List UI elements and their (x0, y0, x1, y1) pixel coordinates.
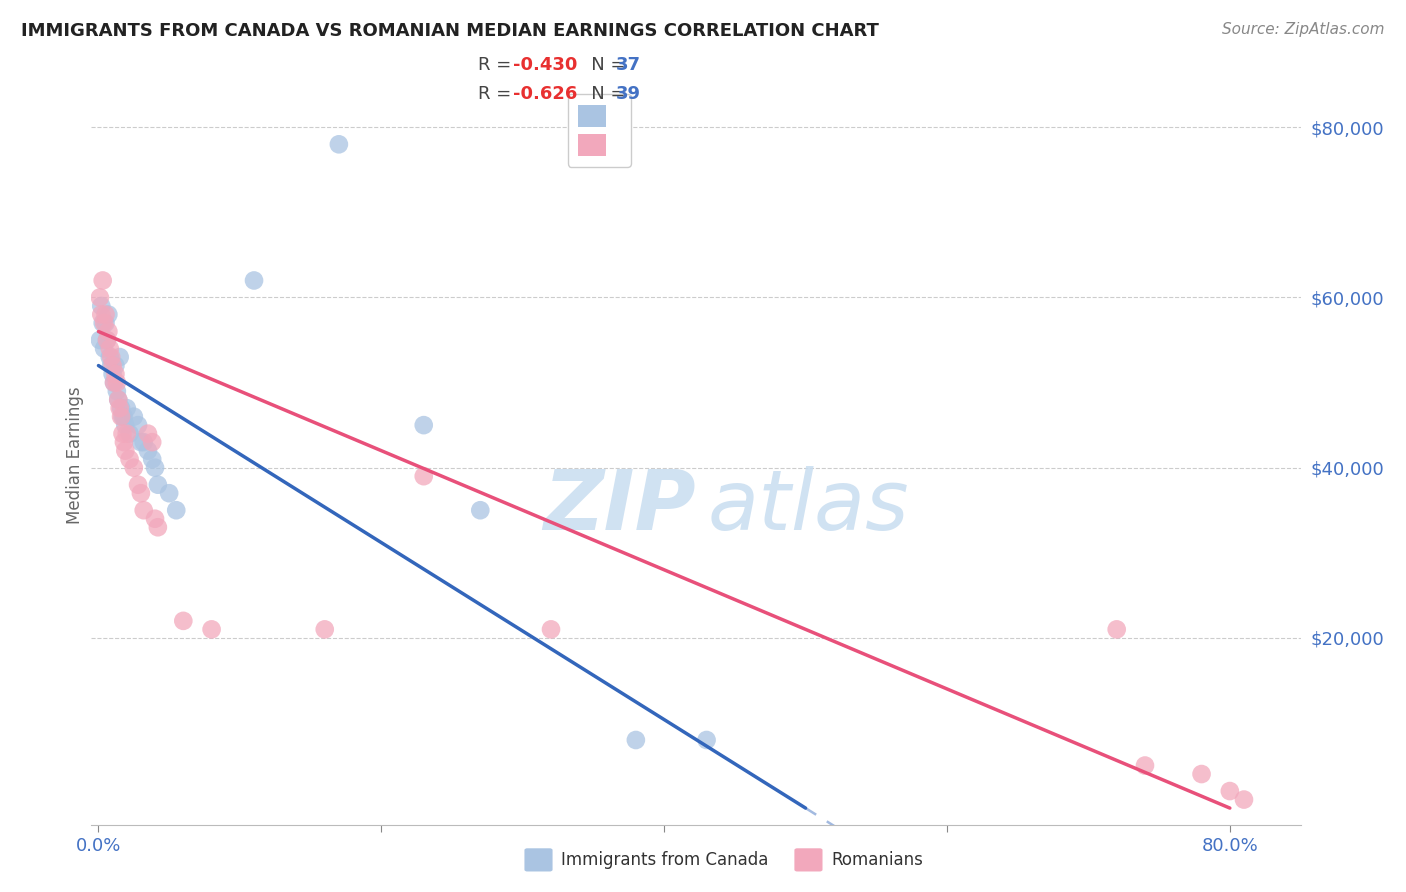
Point (172, 614, 194, 628)
Point (112, 435, 135, 450)
Text: IMMIGRANTS FROM CANADA VS ROMANIAN MEDIAN EARNINGS CORRELATION CHART: IMMIGRANTS FROM CANADA VS ROMANIAN MEDIA… (21, 22, 879, 40)
Point (90, 299, 112, 313)
Point (165, 503, 187, 517)
Point (108, 401, 131, 416)
Point (127, 418, 149, 433)
Point (111, 409, 134, 424)
Point (1219, 784, 1241, 798)
Point (90, 308, 112, 322)
Point (157, 486, 180, 500)
Point (98, 342, 121, 356)
Point (200, 623, 222, 637)
Point (412, 418, 434, 433)
Text: Immigrants from Canada: Immigrants from Canada (561, 851, 768, 869)
Point (101, 367, 124, 381)
Point (105, 376, 128, 390)
Point (96, 333, 118, 347)
Text: R =: R = (478, 85, 517, 103)
Text: -0.430: -0.430 (513, 56, 578, 74)
Text: 37: 37 (616, 56, 641, 74)
Point (132, 435, 155, 450)
Point (136, 426, 159, 441)
Point (141, 435, 163, 450)
Text: Romanians: Romanians (831, 851, 922, 869)
Text: 39: 39 (616, 85, 641, 103)
Point (89, 291, 111, 305)
Point (1233, 792, 1256, 806)
Point (114, 443, 136, 458)
Point (111, 426, 134, 441)
Point (91, 316, 114, 330)
Point (93, 342, 115, 356)
Point (104, 367, 127, 381)
Point (141, 452, 163, 467)
Text: N =: N = (574, 85, 631, 103)
Point (115, 426, 138, 441)
Point (118, 426, 141, 441)
Point (129, 486, 152, 500)
Point (412, 469, 434, 483)
Point (143, 512, 166, 526)
Point (118, 452, 141, 467)
Point (107, 392, 129, 407)
Point (100, 359, 122, 373)
Point (93, 316, 115, 330)
Point (112, 409, 135, 424)
Point (98, 350, 121, 364)
Point (94, 308, 117, 322)
Point (104, 359, 127, 373)
Point (91, 273, 114, 287)
Y-axis label: Median Earnings: Median Earnings (66, 386, 84, 524)
Point (470, 503, 492, 517)
Point (146, 520, 169, 534)
Text: R =: R = (478, 56, 517, 74)
Text: N =: N = (574, 56, 631, 74)
Point (97, 308, 120, 322)
Point (243, 273, 266, 287)
Point (105, 384, 128, 398)
Point (108, 350, 131, 364)
Point (122, 460, 145, 475)
Point (103, 376, 125, 390)
Point (624, 733, 647, 747)
Point (314, 623, 336, 637)
Point (1105, 623, 1128, 637)
Point (127, 477, 149, 491)
Point (129, 435, 152, 450)
Point (100, 350, 122, 364)
Point (107, 392, 129, 407)
Point (101, 359, 124, 373)
Point (96, 333, 118, 347)
Point (115, 401, 138, 416)
Text: -0.626: -0.626 (513, 85, 578, 103)
Point (110, 401, 132, 416)
Point (122, 409, 145, 424)
Point (696, 733, 718, 747)
Point (136, 443, 159, 458)
Text: atlas: atlas (709, 467, 910, 548)
Legend: , : , (568, 94, 631, 167)
Point (97, 325, 120, 339)
Point (146, 477, 169, 491)
Point (1191, 767, 1213, 781)
Point (114, 418, 136, 433)
Point (328, 137, 350, 152)
Point (1133, 758, 1156, 772)
Point (103, 376, 125, 390)
Point (89, 333, 111, 347)
Point (143, 460, 166, 475)
Point (110, 409, 132, 424)
Text: Source: ZipAtlas.com: Source: ZipAtlas.com (1222, 22, 1385, 37)
Point (540, 623, 562, 637)
Text: ZIP: ZIP (543, 467, 696, 548)
Point (132, 503, 155, 517)
Point (94, 316, 117, 330)
